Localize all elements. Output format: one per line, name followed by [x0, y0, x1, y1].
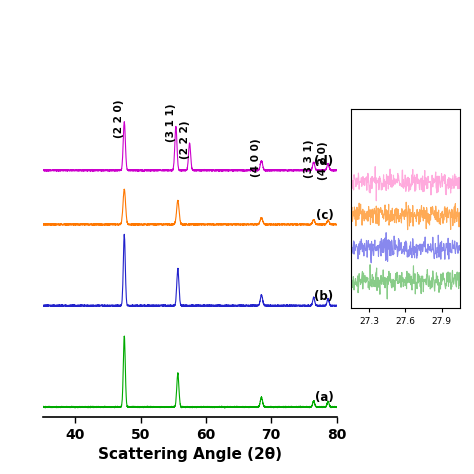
Text: (2 2 2): (2 2 2) [180, 121, 190, 159]
Text: (3 1 1): (3 1 1) [166, 104, 176, 142]
Text: (2 2 0): (2 2 0) [114, 99, 124, 137]
Text: (3 3 1): (3 3 1) [304, 140, 314, 178]
Text: (4 2 0): (4 2 0) [318, 141, 328, 180]
Text: (d): (d) [314, 155, 333, 168]
Text: (a): (a) [315, 391, 333, 404]
X-axis label: Scattering Angle (2θ): Scattering Angle (2θ) [98, 447, 282, 462]
Text: (c): (c) [316, 209, 333, 222]
Text: (b): (b) [314, 290, 333, 303]
Text: (4 0 0): (4 0 0) [251, 138, 262, 177]
